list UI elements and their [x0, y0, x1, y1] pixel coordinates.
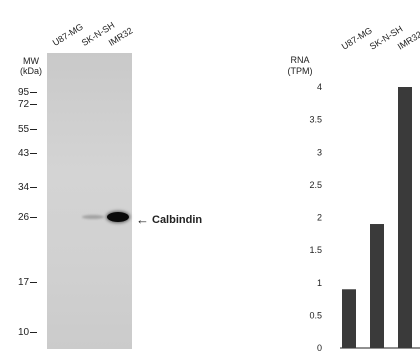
calbindin-band-label: ← Calbindin	[136, 212, 202, 227]
mw-marker-label: 55	[18, 124, 30, 135]
mw-marker-26: 26	[18, 212, 38, 223]
western-blot-image	[47, 53, 132, 349]
mw-marker-95: 95	[18, 87, 38, 98]
mw-marker-17: 17	[18, 277, 38, 288]
y-tick-label: 3	[317, 147, 322, 157]
y-tick-label: 3.5	[309, 115, 322, 125]
marker-tick	[30, 187, 38, 188]
bar-imr32	[398, 87, 412, 348]
band-sknsh	[82, 215, 104, 219]
mw-marker-label: 17	[18, 277, 30, 288]
marker-tick	[30, 217, 38, 218]
y-tick-label: 0.5	[309, 310, 322, 320]
mw-marker-label: 72	[18, 99, 30, 110]
marker-tick	[30, 282, 38, 283]
mw-marker-10: 10	[18, 327, 38, 338]
band-imr32	[107, 212, 129, 222]
mw-marker-43: 43	[18, 148, 38, 159]
y-axis-unit: (TPM)	[288, 66, 313, 76]
marker-tick	[30, 332, 38, 333]
y-tick-label: 1	[317, 278, 322, 288]
y-tick-label: 4	[317, 82, 322, 92]
mw-marker-label: 26	[18, 212, 30, 223]
mw-marker-34: 34	[18, 182, 38, 193]
marker-tick	[30, 129, 38, 130]
y-tick-label: 2.5	[309, 180, 322, 190]
y-tick-label: 1.5	[309, 245, 322, 255]
marker-tick	[30, 104, 38, 105]
mw-label: MW	[23, 56, 39, 66]
mw-marker-55: 55	[18, 124, 38, 135]
bar-sknsh	[370, 224, 384, 348]
mw-marker-label: 95	[18, 87, 30, 98]
y-tick-label: 0	[317, 343, 322, 351]
mw-header: MW (kDa)	[20, 56, 42, 76]
y-axis-title: RNA	[290, 55, 309, 65]
calbindin-label: Calbindin	[152, 213, 203, 226]
y-ticks: 0 0.5 1 1.5 2 2.5 3 3.5 4	[309, 82, 322, 351]
left-arrow-icon: ←	[136, 212, 149, 227]
mw-unit: (kDa)	[20, 66, 42, 76]
marker-tick	[30, 153, 38, 154]
mw-marker-label: 34	[18, 182, 30, 193]
y-tick-label: 2	[317, 213, 322, 223]
bar-u87mg	[342, 289, 356, 348]
mw-marker-72: 72	[18, 99, 38, 110]
category-label: U87-MG	[340, 25, 374, 52]
mw-marker-label: 10	[18, 327, 30, 338]
marker-tick	[30, 92, 38, 93]
bars	[342, 87, 412, 348]
mw-marker-label: 43	[18, 148, 30, 159]
